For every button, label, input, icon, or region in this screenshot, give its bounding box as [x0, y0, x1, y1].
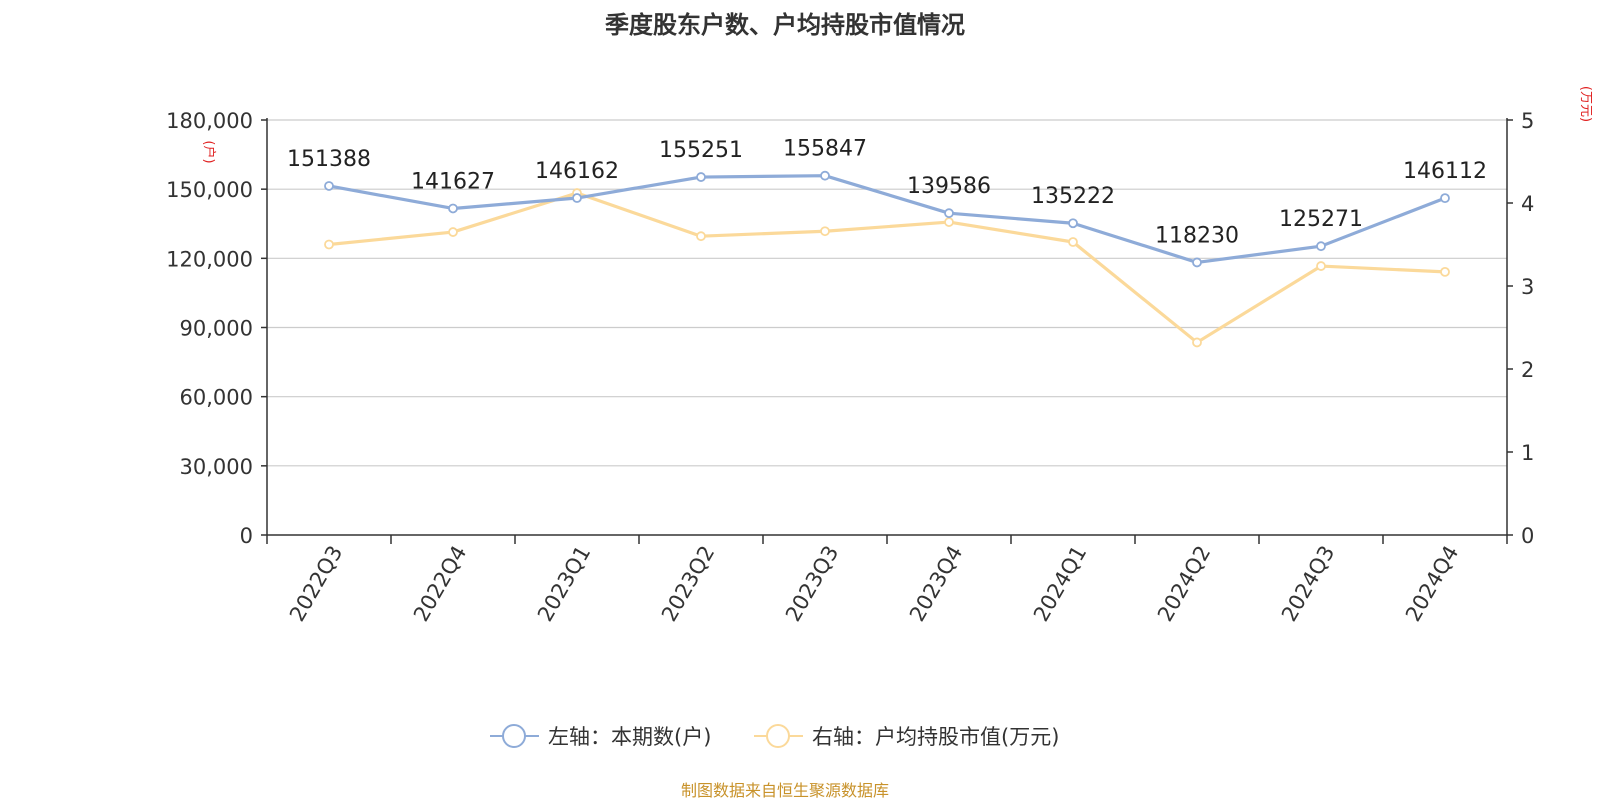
source-note: 制图数据来自恒生聚源数据库 [681, 781, 889, 800]
data-label: 135222 [1031, 184, 1115, 209]
left-tick-label: 90,000 [180, 317, 253, 341]
data-point [696, 231, 706, 242]
data-point [944, 217, 954, 227]
left-axis-ticks: 0 30,000 60,000 90,000 120,000 150,000 180,000 [166, 109, 267, 548]
legend-label: 左轴：本期数(户) [548, 725, 711, 749]
data-point [1192, 257, 1202, 268]
data-point [324, 181, 334, 191]
data-point [572, 193, 582, 203]
right-tick-label: 4 [1521, 192, 1534, 216]
data-point [324, 239, 334, 250]
right-tick-label: 5 [1521, 109, 1534, 133]
data-label: 139586 [907, 174, 991, 199]
series-line [328, 174, 1446, 265]
x-tick-label: 2023Q2 [657, 542, 719, 626]
right-tick-label: 3 [1521, 275, 1534, 299]
left-tick-label: 30,000 [180, 455, 253, 479]
right-tick-label: 2 [1521, 358, 1534, 382]
legend-label: 右轴：户均持股市值(万元) [812, 725, 1059, 749]
data-point [1316, 241, 1326, 252]
left-axis-unit: (户) [201, 140, 217, 163]
x-tick-label: 2023Q3 [781, 542, 843, 626]
legend-marker-circle-icon [766, 724, 790, 748]
left-tick-label: 120,000 [166, 247, 253, 271]
data-label: 125271 [1279, 207, 1363, 232]
x-tick-label: 2024Q4 [1401, 542, 1463, 626]
data-point [820, 226, 830, 237]
data-point [1440, 193, 1450, 204]
series-line [328, 191, 1446, 345]
legend-item-left-series[interactable]: 左轴：本期数(户) [490, 724, 711, 749]
series-left [324, 170, 1450, 268]
right-axis-ticks: 0 1 2 3 4 5 [1507, 109, 1534, 548]
left-tick-label: 0 [240, 524, 253, 548]
data-labels: 151388 141627 146162 155251 155847 139586 1352… [287, 137, 1487, 249]
right-tick-label: 0 [1521, 524, 1534, 548]
data-point [1068, 237, 1078, 247]
grid-lines [267, 119, 1507, 467]
left-tick-label: 180,000 [166, 109, 253, 133]
data-point [696, 172, 706, 182]
data-label: 146112 [1403, 159, 1487, 184]
x-tick-label: 2022Q4 [409, 542, 471, 626]
legend[interactable]: 左轴：本期数(户) 右轴：户均持股市值(万元) [490, 724, 1059, 749]
x-tick-label: 2024Q2 [1153, 542, 1215, 626]
data-point [1316, 261, 1326, 271]
x-tick-label: 2024Q1 [1029, 542, 1091, 626]
right-axis-unit: (万元) [1578, 86, 1593, 122]
series-right [324, 188, 1450, 348]
data-label: 155251 [659, 138, 743, 163]
data-label: 141627 [411, 169, 495, 194]
x-tick-label: 2023Q1 [533, 542, 595, 626]
data-point [448, 203, 458, 214]
x-axis-ticks: 2022Q3 2022Q4 2023Q1 2023Q2 2023Q3 2023Q4 2024… [266, 535, 1508, 626]
data-point [944, 208, 954, 219]
chart-title: 季度股东户数、户均持股市值情况 [605, 11, 965, 39]
data-point [448, 227, 458, 237]
data-label: 146162 [535, 159, 619, 184]
left-tick-label: 150,000 [166, 178, 253, 202]
data-point [1440, 266, 1450, 277]
data-point [820, 170, 830, 181]
legend-marker-circle-icon [502, 724, 526, 748]
right-tick-label: 1 [1521, 441, 1534, 465]
x-tick-label: 2024Q3 [1277, 542, 1339, 626]
data-point [1068, 218, 1078, 229]
data-label: 118230 [1155, 223, 1239, 248]
x-tick-label: 2023Q4 [905, 542, 967, 626]
series-layer [324, 170, 1450, 348]
left-tick-label: 60,000 [180, 386, 253, 410]
data-label: 151388 [287, 147, 371, 172]
x-tick-label: 2022Q3 [285, 542, 347, 626]
data-label: 155847 [783, 137, 867, 162]
data-point [1192, 337, 1202, 348]
legend-item-right-series[interactable]: 右轴：户均持股市值(万元) [754, 724, 1059, 749]
